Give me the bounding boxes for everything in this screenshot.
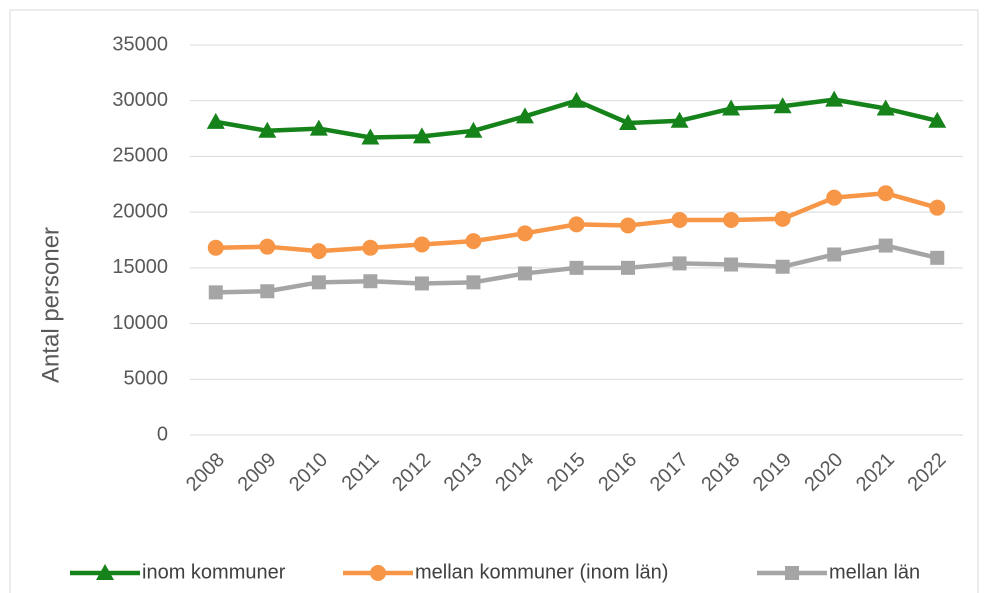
y-tick-label: 5000 [124, 368, 169, 390]
y-tick-label: 0 [157, 423, 168, 445]
x-tick-label: 2009 [234, 449, 281, 496]
legend-label: mellan län [829, 561, 920, 583]
data-point [206, 112, 225, 129]
data-point [363, 274, 378, 289]
data-point [311, 275, 326, 290]
data-point [207, 239, 224, 256]
data-point [516, 225, 533, 242]
data-point [723, 211, 740, 228]
legend-marker [370, 565, 386, 581]
y-axis-label: Antal personer [37, 227, 64, 383]
data-point [621, 260, 636, 275]
y-tick-label: 25000 [112, 145, 168, 167]
x-tick-label: 2021 [852, 449, 899, 496]
legend-label: inom kommuner [142, 561, 286, 583]
data-point [310, 243, 327, 260]
data-point [361, 128, 380, 145]
x-tick-label: 2015 [543, 449, 590, 496]
data-point [567, 91, 586, 108]
data-point [774, 210, 791, 227]
data-point [671, 211, 688, 228]
data-point [876, 99, 895, 116]
data-point [466, 275, 481, 290]
data-point [465, 233, 482, 250]
data-point [260, 284, 275, 299]
x-tick-label: 2014 [491, 449, 538, 496]
data-point [464, 121, 483, 138]
x-tick-label: 2011 [338, 449, 384, 495]
legend-label: mellan kommuner (inom län) [415, 561, 668, 583]
x-tick-label: 2008 [182, 449, 229, 496]
data-point [825, 90, 844, 107]
data-point [672, 256, 687, 271]
data-point [569, 260, 584, 275]
data-point [724, 257, 739, 272]
x-tick-label: 2016 [594, 449, 641, 496]
x-tick-label: 2012 [388, 449, 435, 496]
data-point [414, 276, 429, 291]
data-point [258, 121, 277, 138]
data-point [878, 238, 893, 253]
x-tick-label: 2022 [903, 449, 950, 496]
x-tick-label: 2010 [285, 449, 332, 496]
x-tick-label: 2018 [697, 449, 744, 496]
data-point [412, 127, 431, 144]
x-tick-label: 2017 [646, 449, 693, 496]
data-point [670, 111, 689, 128]
x-tick-label: 2019 [749, 449, 796, 496]
legend-marker [96, 564, 114, 580]
data-point [930, 250, 945, 265]
data-point [722, 99, 741, 116]
x-tick-label: 2013 [440, 449, 487, 496]
data-point [259, 238, 276, 255]
x-tick-label: 2020 [800, 449, 847, 496]
y-tick-label: 35000 [112, 33, 168, 55]
data-point [568, 216, 585, 233]
y-tick-label: 10000 [112, 312, 168, 334]
data-point [619, 114, 638, 130]
chart-frame [9, 9, 979, 593]
data-point [362, 239, 379, 256]
data-point [827, 247, 842, 262]
y-tick-label: 30000 [112, 89, 168, 111]
y-tick-label: 20000 [112, 200, 168, 222]
data-point [208, 285, 223, 300]
data-point [413, 236, 430, 253]
legend-marker [785, 566, 799, 580]
data-point [773, 97, 792, 114]
y-tick-label: 15000 [112, 256, 168, 278]
data-point [928, 111, 947, 128]
data-point [309, 119, 328, 136]
data-point [775, 259, 790, 274]
data-point [515, 107, 534, 124]
data-point [826, 189, 843, 206]
data-point [877, 185, 894, 202]
data-point [929, 199, 946, 216]
data-point [620, 217, 637, 234]
data-point [517, 266, 532, 281]
